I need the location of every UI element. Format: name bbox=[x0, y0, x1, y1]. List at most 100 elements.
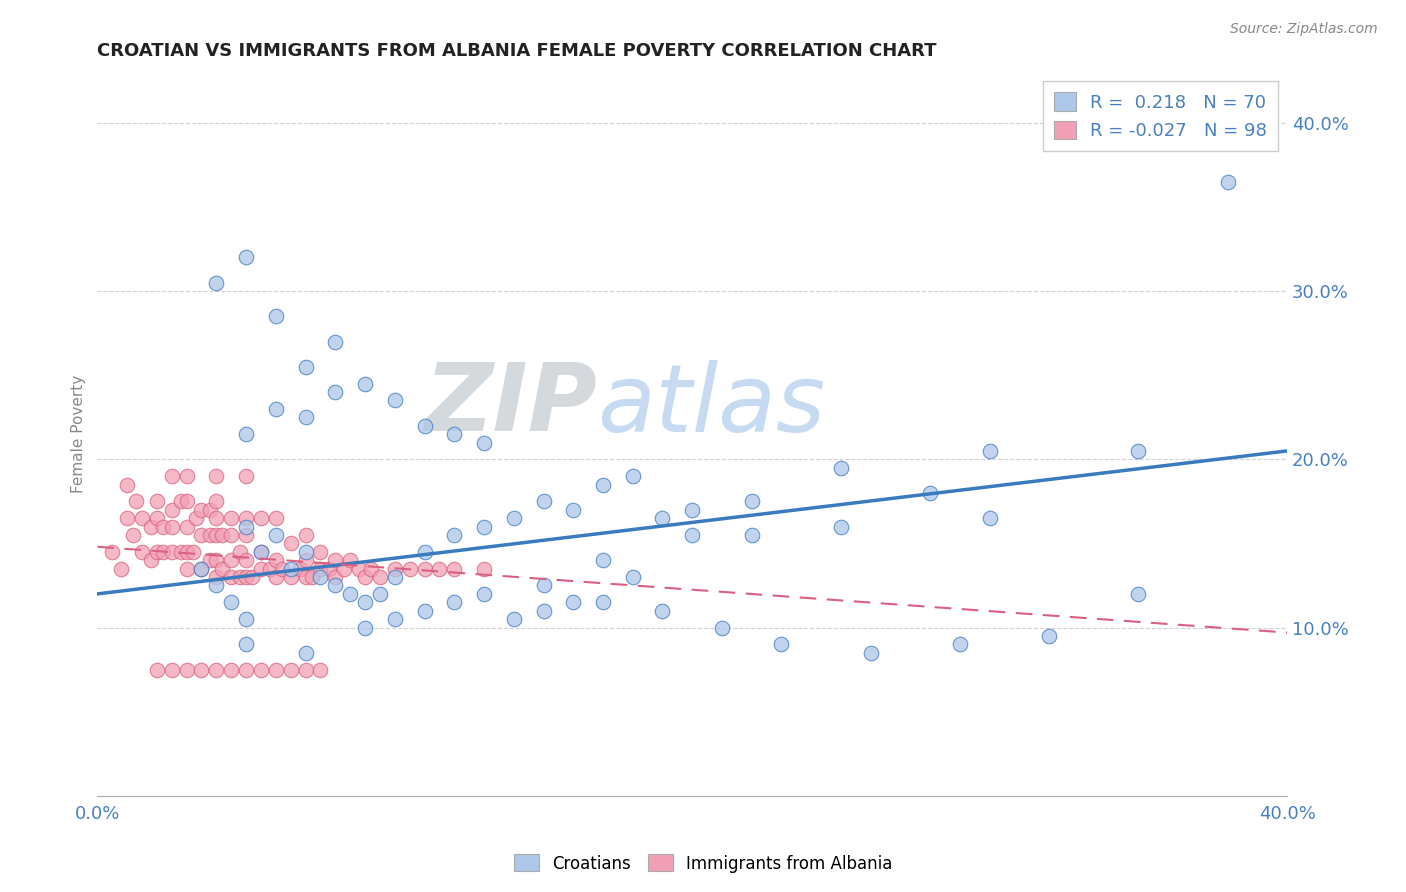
Point bbox=[205, 528, 228, 542]
Point bbox=[294, 410, 316, 425]
Point bbox=[384, 393, 406, 408]
Point bbox=[533, 604, 555, 618]
Point bbox=[200, 528, 222, 542]
Point bbox=[562, 503, 585, 517]
Point bbox=[115, 511, 138, 525]
Point bbox=[280, 562, 302, 576]
Point bbox=[443, 562, 465, 576]
Point bbox=[264, 663, 287, 677]
Point bbox=[368, 587, 391, 601]
Point bbox=[250, 511, 273, 525]
Point bbox=[264, 310, 287, 324]
Point bbox=[354, 621, 377, 635]
Point bbox=[250, 663, 273, 677]
Point bbox=[413, 604, 436, 618]
Point bbox=[830, 460, 852, 475]
Point bbox=[309, 545, 332, 559]
Point bbox=[250, 545, 273, 559]
Point bbox=[160, 469, 183, 483]
Point bbox=[229, 570, 252, 584]
Point bbox=[979, 444, 1001, 458]
Point bbox=[472, 435, 495, 450]
Point bbox=[592, 595, 614, 609]
Point bbox=[235, 511, 257, 525]
Point bbox=[651, 604, 673, 618]
Point bbox=[384, 612, 406, 626]
Point bbox=[205, 570, 228, 584]
Point bbox=[318, 562, 340, 576]
Point bbox=[146, 511, 169, 525]
Point bbox=[280, 663, 302, 677]
Point bbox=[472, 587, 495, 601]
Point bbox=[190, 528, 212, 542]
Point bbox=[533, 494, 555, 508]
Point bbox=[146, 494, 169, 508]
Point bbox=[184, 511, 207, 525]
Point bbox=[323, 553, 346, 567]
Point bbox=[384, 562, 406, 576]
Point bbox=[472, 562, 495, 576]
Point bbox=[288, 562, 311, 576]
Point bbox=[681, 503, 703, 517]
Point bbox=[131, 511, 153, 525]
Point bbox=[309, 570, 332, 584]
Point bbox=[101, 545, 124, 559]
Point bbox=[264, 401, 287, 416]
Point bbox=[830, 519, 852, 533]
Point bbox=[309, 562, 332, 576]
Point bbox=[294, 663, 316, 677]
Text: CROATIAN VS IMMIGRANTS FROM ALBANIA FEMALE POVERTY CORRELATION CHART: CROATIAN VS IMMIGRANTS FROM ALBANIA FEMA… bbox=[97, 42, 936, 60]
Point bbox=[205, 578, 228, 592]
Point bbox=[219, 553, 242, 567]
Point bbox=[323, 578, 346, 592]
Point bbox=[219, 595, 242, 609]
Point bbox=[169, 545, 191, 559]
Point bbox=[205, 276, 228, 290]
Point bbox=[131, 545, 153, 559]
Point bbox=[770, 637, 793, 651]
Point bbox=[240, 570, 263, 584]
Point bbox=[323, 334, 346, 349]
Point bbox=[280, 536, 302, 550]
Point bbox=[176, 519, 198, 533]
Point bbox=[323, 385, 346, 400]
Point bbox=[621, 469, 644, 483]
Point bbox=[1038, 629, 1060, 643]
Point bbox=[294, 545, 316, 559]
Point bbox=[502, 612, 524, 626]
Point bbox=[710, 621, 733, 635]
Point bbox=[1128, 444, 1150, 458]
Point bbox=[235, 469, 257, 483]
Point bbox=[472, 519, 495, 533]
Point bbox=[309, 663, 332, 677]
Point bbox=[176, 562, 198, 576]
Point bbox=[741, 494, 763, 508]
Point bbox=[200, 503, 222, 517]
Point bbox=[443, 427, 465, 442]
Point bbox=[176, 469, 198, 483]
Point bbox=[235, 637, 257, 651]
Point bbox=[115, 477, 138, 491]
Point bbox=[219, 663, 242, 677]
Point bbox=[294, 553, 316, 567]
Text: Source: ZipAtlas.com: Source: ZipAtlas.com bbox=[1230, 22, 1378, 37]
Point bbox=[235, 663, 257, 677]
Point bbox=[533, 578, 555, 592]
Point bbox=[235, 251, 257, 265]
Point bbox=[219, 528, 242, 542]
Point bbox=[152, 545, 174, 559]
Point bbox=[152, 519, 174, 533]
Point bbox=[235, 553, 257, 567]
Point bbox=[413, 418, 436, 433]
Point bbox=[294, 570, 316, 584]
Point bbox=[110, 562, 132, 576]
Point bbox=[413, 545, 436, 559]
Point bbox=[139, 553, 162, 567]
Point bbox=[160, 545, 183, 559]
Point bbox=[211, 562, 233, 576]
Point bbox=[280, 570, 302, 584]
Point bbox=[250, 562, 273, 576]
Point bbox=[429, 562, 451, 576]
Point bbox=[122, 528, 145, 542]
Point bbox=[235, 570, 257, 584]
